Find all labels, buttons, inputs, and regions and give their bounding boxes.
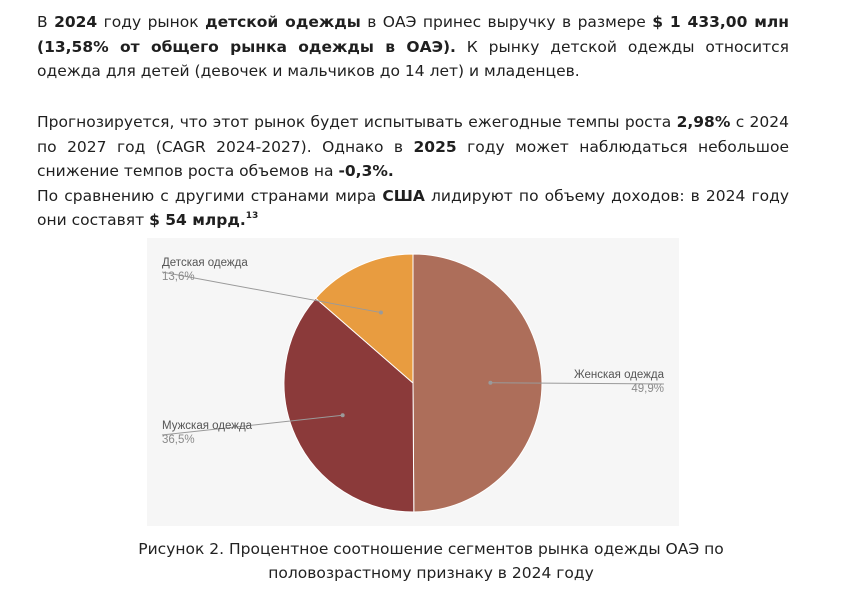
slice-value-label: 36,5% <box>162 434 195 446</box>
slice-value-label: 13,6% <box>162 271 195 283</box>
usa-revenue: $ 54 млрд. <box>149 211 246 229</box>
paragraph-forecast: Прогнозируется, что этот рынок будет исп… <box>37 110 789 233</box>
pie-chart-panel: Женская одежда 49,9% Мужская одежда 36,5% Де… <box>147 238 679 526</box>
leader-line <box>490 382 665 385</box>
leader-line <box>161 414 343 436</box>
paragraph-kids-market: В 2024 году рынок детской одежды в ОАЭ п… <box>37 10 789 84</box>
text: в ОАЭ принес выручку в размере <box>360 13 653 31</box>
leader-dot <box>488 380 493 385</box>
leader-dot <box>340 413 345 418</box>
text: с 2024 по 2027 год (CAGR 2024-2027). Одн… <box>37 113 790 156</box>
slice-label: Детская одежда <box>162 257 248 269</box>
slice-value-label: 49,9% <box>631 383 664 395</box>
figure-caption: Рисунок 2. Процентное соотношение сегмен… <box>60 537 802 585</box>
pie-chart: Женская одежда 49,9% Мужская одежда 36,5% Де… <box>161 253 665 513</box>
leader-line <box>161 271 382 314</box>
footnote-ref: 13 <box>245 211 259 221</box>
slice-label: Мужская одежда <box>162 420 253 432</box>
text: Прогнозируется, что этот рынок будет исп… <box>37 113 677 131</box>
year-2024: 2024 <box>54 13 98 31</box>
slice-label: Женская одежда <box>574 369 665 381</box>
text: По сравнению с другими странами мира <box>37 186 383 205</box>
growth-rate: 2,98% <box>676 113 731 131</box>
kids-clothing-term: детской одежды <box>205 13 361 31</box>
pie-slice <box>412 253 543 513</box>
caption-line-2: половозрастному признаку в 2024 году <box>268 564 594 582</box>
pie-slice <box>314 253 414 385</box>
revenue-figure: $ 1 433,00 млн (13,58% от общего рынка о… <box>37 13 789 56</box>
text: году может наблюдаться небольшое снижени… <box>37 137 789 181</box>
text: В <box>37 13 55 31</box>
leader-dot <box>378 310 383 315</box>
usa-term: США <box>382 186 425 205</box>
text: лидируют по объему доходов: в 2024 году … <box>37 186 789 230</box>
year-2025: 2025 <box>413 137 457 156</box>
pie-slice <box>283 297 415 513</box>
decline-rate: -0,3%. <box>338 162 394 180</box>
caption-line-1: Рисунок 2. Процентное соотношение сегмен… <box>138 540 724 558</box>
text: К рынку детской одежды относится одежда … <box>37 37 789 81</box>
text: году рынок <box>97 13 206 31</box>
